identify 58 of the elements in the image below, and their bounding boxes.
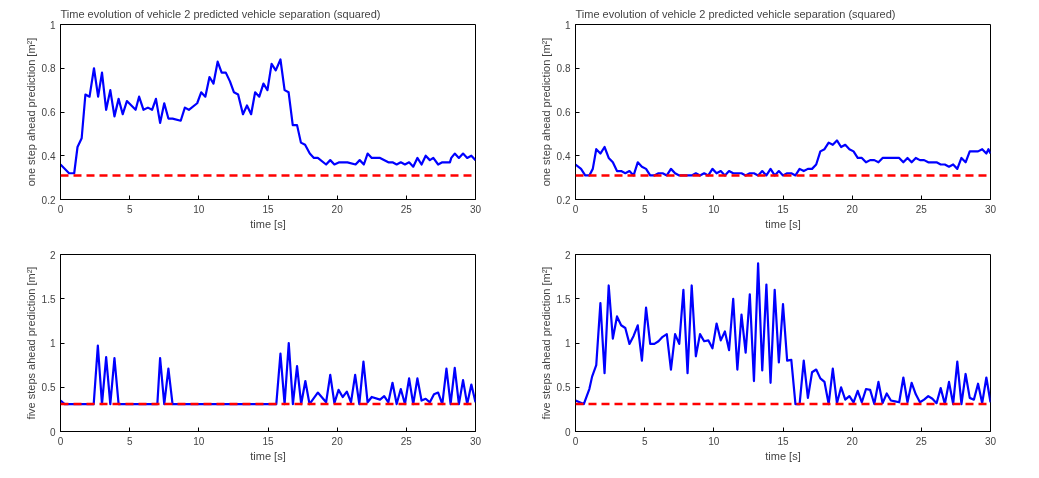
y-tick-label: 1 [49,19,56,31]
x-tick-label: 10 [193,203,205,215]
y-tick-label: 0.8 [41,63,56,75]
y-tick-label: 0.5 [556,382,571,394]
y-tick-label: 1 [49,338,56,349]
x-tick-label: 15 [262,435,274,447]
y-tick-label: 2 [564,249,571,261]
x-tick-label: 10 [708,203,720,215]
chart-title: Time evolution of vehicle 2 predicted vehicle separation (squared) [60,7,381,20]
y-tick-label: 0.2 [41,194,56,206]
x-tick-label: 15 [262,203,274,215]
x-axis-title: time [s] [765,449,801,462]
y-tick-label: 1.5 [556,293,571,305]
x-tick-label: 10 [708,435,720,447]
x-tick-label: 0 [57,435,64,447]
y-axis-title: one step ahead prediction [m²] [539,37,552,187]
x-axis-title: time [s] [250,217,286,230]
x-tick-label: 5 [126,203,133,215]
y-tick-label: 0 [564,426,571,438]
y-tick-label: 2 [49,249,56,261]
x-tick-label: 30 [984,203,997,215]
x-tick-label: 25 [400,203,413,215]
x-tick-label: 25 [400,435,413,447]
x-tick-label: 30 [469,435,482,447]
y-axis-title: one step ahead prediction [m²] [24,37,37,187]
y-tick-label: 1 [564,338,571,349]
x-tick-label: 5 [126,435,133,447]
x-tick-label: 15 [777,203,789,215]
x-axis-title: time [s] [250,449,286,462]
x-tick-label: 20 [331,203,344,215]
x-tick-label: 0 [572,203,579,215]
chart-title: Time evolution of vehicle 2 predicted vehicle separation (squared) [575,7,896,20]
x-tick-label: 20 [846,203,859,215]
x-tick-label: 25 [915,435,928,447]
x-tick-label: 5 [641,203,648,215]
x-tick-label: 0 [572,435,579,447]
y-axis-title: five steps ahead prediction [m²] [539,266,552,420]
x-axis-title: time [s] [765,217,801,230]
x-tick-label: 30 [469,203,482,215]
y-tick-label: 0.6 [41,107,56,118]
x-tick-label: 5 [641,435,648,447]
x-tick-label: 0 [57,203,64,215]
y-tick-label: 1 [564,19,571,31]
y-tick-label: 0.4 [556,150,571,162]
y-tick-label: 1.5 [41,293,56,305]
x-tick-label: 20 [846,435,859,447]
y-tick-label: 0 [49,426,56,438]
y-tick-label: 0.8 [556,63,571,75]
y-tick-label: 0.5 [41,382,56,394]
x-tick-label: 15 [777,435,789,447]
x-tick-label: 25 [915,203,928,215]
y-tick-label: 0.2 [556,194,571,206]
x-tick-label: 10 [193,435,205,447]
y-axis-title: five steps ahead prediction [m²] [24,266,37,420]
y-tick-label: 0.6 [556,107,571,118]
x-tick-label: 20 [331,435,344,447]
x-tick-label: 30 [984,435,997,447]
y-tick-label: 0.4 [41,150,56,162]
